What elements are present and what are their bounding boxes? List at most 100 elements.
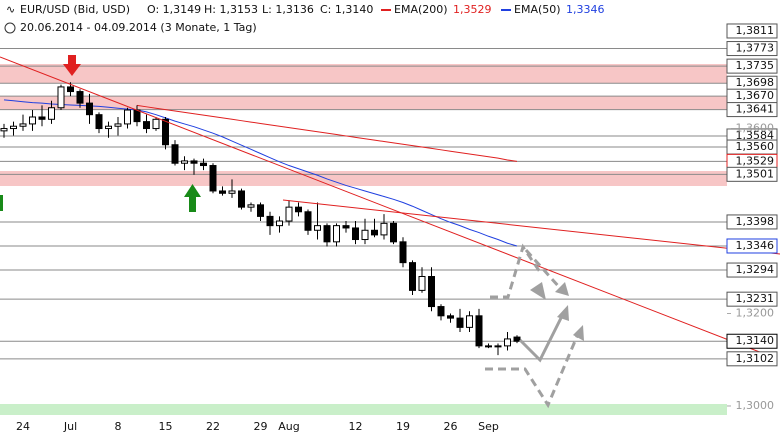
- y-tick-box: [726, 102, 778, 118]
- resistance-zone: [0, 64, 727, 83]
- ema-line: [136, 104, 518, 162]
- y-tick-label: 1,3346: [736, 239, 775, 252]
- candle-body: [143, 121, 150, 130]
- y-tick-label: 1,3735: [736, 59, 775, 72]
- resistance-zone: [0, 96, 727, 110]
- candle-body: [29, 116, 36, 125]
- ohlc-label: H: 1,3153: [204, 3, 258, 16]
- chart-subtitle: 20.06.2014 - 04.09.2014 (3 Monate, 1 Tag…: [20, 21, 257, 34]
- y-tick-box: [726, 23, 778, 39]
- candle-body: [152, 118, 160, 130]
- candle-body: [257, 204, 264, 217]
- candle-body: [190, 160, 198, 164]
- y-tick-box: [726, 214, 778, 230]
- sell-arrow: [63, 55, 81, 76]
- candle-body: [181, 160, 188, 164]
- y-tick-label: 1,3584: [736, 129, 775, 142]
- candle-body: [447, 315, 454, 319]
- candle-body: [333, 225, 340, 243]
- candle-body: [171, 144, 179, 164]
- candle-body: [418, 276, 426, 291]
- y-tick-label: 1,3641: [736, 103, 775, 116]
- trend-line: [282, 199, 780, 255]
- y-tick-label: 1,3231: [736, 292, 775, 305]
- legend-value: 1,3529: [453, 3, 492, 16]
- candle-body: [390, 222, 397, 243]
- y-tick-label: 1,3501: [736, 167, 775, 180]
- ohlc-label: C: 1,3140: [320, 3, 373, 16]
- y-tick-label: 1,3670: [736, 89, 775, 102]
- y-tick-box: [726, 351, 778, 367]
- buy-arrow: [184, 184, 201, 212]
- candle-body: [428, 276, 435, 308]
- y-tick-box: [726, 333, 778, 349]
- candle-body: [247, 204, 255, 208]
- candle-body: [67, 86, 74, 93]
- ohlc-label: L: 1,3136: [262, 3, 314, 16]
- x-tick-label: 15: [159, 420, 173, 433]
- candle-body: [504, 338, 511, 347]
- candle-body: [209, 165, 217, 192]
- candle-body: [105, 125, 112, 130]
- y-tick-label: 1,3294: [736, 263, 775, 276]
- x-tick-label: Jul: [63, 420, 77, 433]
- candle-body: [371, 229, 378, 236]
- candle-body: [19, 123, 27, 127]
- y-tick-label: 1,3600: [736, 122, 775, 135]
- y-tick-box: [726, 238, 778, 254]
- candle-body: [456, 317, 464, 328]
- candle-body: [494, 345, 502, 348]
- candle-body: [48, 107, 55, 120]
- arrow-heads: [530, 282, 584, 341]
- candle-body: [314, 225, 321, 231]
- x-tick-label: 8: [115, 420, 122, 433]
- y-tick-label: 1,3811: [736, 24, 775, 37]
- chart-title: EUR/USD (Bid, USD): [20, 3, 130, 16]
- ohlc-label: O: 1,3149: [147, 3, 201, 16]
- candle-body: [409, 262, 416, 291]
- candle-body: [114, 123, 122, 127]
- legend-entry: EMA(50): [514, 3, 561, 16]
- candle-body: [513, 336, 521, 342]
- candle-body: [466, 315, 473, 328]
- resistance-zone: [0, 171, 727, 186]
- legend-entry: EMA(200): [394, 3, 448, 16]
- candle-body: [295, 206, 302, 213]
- header: EUR/USD (Bid, USD) O: 1,3149 H: 1,3153 L…: [20, 3, 605, 34]
- x-tick-label: 29: [254, 420, 268, 433]
- x-tick-label: Aug: [278, 420, 299, 433]
- candle-body: [437, 306, 445, 317]
- legend-value: 1,3346: [566, 3, 605, 16]
- candle-body: [266, 215, 274, 227]
- y-tick-box: [726, 262, 778, 278]
- scenario-arrows: [485, 243, 580, 409]
- x-tick-label: 24: [16, 420, 30, 433]
- y-tick-label: 1,3140: [736, 334, 775, 347]
- candle-body: [57, 86, 65, 109]
- y-tick-label: 1,3000: [736, 399, 775, 412]
- candle-body: [0, 128, 8, 132]
- candle-body: [38, 116, 46, 120]
- y-tick-label: 1,3698: [736, 76, 775, 89]
- candle-body: [323, 225, 331, 243]
- y-tick-box: [726, 41, 778, 57]
- buy-arrow: [0, 195, 3, 211]
- candle-body: [276, 220, 283, 227]
- support-zone: [0, 404, 727, 415]
- candle-body: [162, 118, 169, 146]
- candle-body: [399, 241, 407, 264]
- y-tick-label: 1,3560: [736, 140, 775, 153]
- y-tick-box: [726, 291, 778, 307]
- x-tick-label: 26: [444, 420, 458, 433]
- candle-body: [475, 315, 483, 347]
- candle-body: [76, 91, 84, 104]
- y-tick-label: 1,3529: [736, 154, 775, 167]
- candle-body: [485, 345, 492, 348]
- x-tick-label: Sep: [478, 420, 499, 433]
- y-tick-box: [726, 166, 778, 182]
- grid: [0, 30, 727, 360]
- candle-body: [86, 102, 93, 116]
- trend-line: [0, 56, 776, 359]
